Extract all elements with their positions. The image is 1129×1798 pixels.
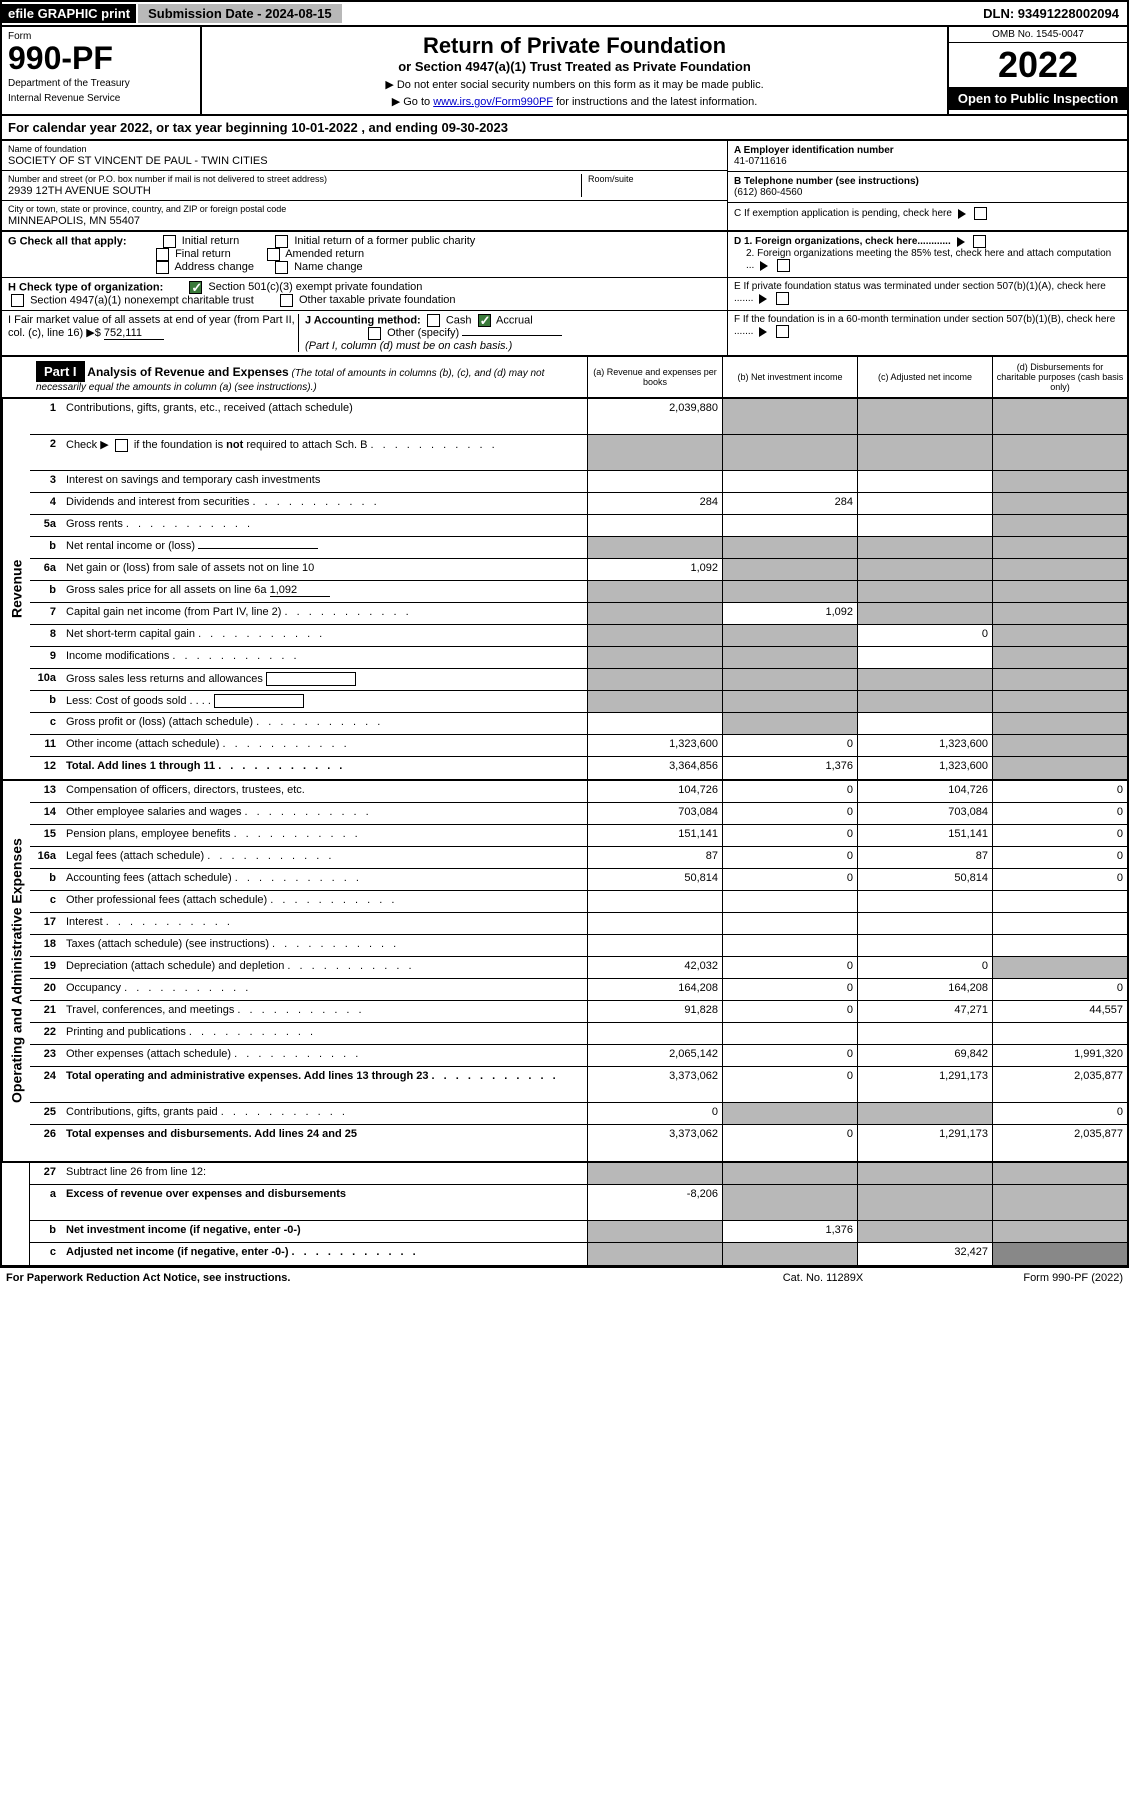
form-subtitle: or Section 4947(a)(1) Trust Treated as P… — [208, 59, 941, 74]
arrow-icon — [759, 327, 767, 337]
form-title: Return of Private Foundation — [208, 33, 941, 59]
checkbox-section: G Check all that apply: Initial return I… — [0, 232, 1129, 357]
info-block: Name of foundation SOCIETY OF ST VINCENT… — [0, 141, 1129, 232]
d1-label: D 1. Foreign organizations, check here..… — [734, 236, 951, 247]
revenue-section: Revenue 1Contributions, gifts, grants, e… — [0, 399, 1129, 781]
open-public: Open to Public Inspection — [949, 87, 1127, 110]
footer-cat: Cat. No. 11289X — [723, 1272, 923, 1284]
f-cb[interactable] — [776, 325, 789, 338]
tel-label: B Telephone number (see instructions) — [734, 176, 1121, 187]
submission-date: Submission Date - 2024-08-15 — [138, 4, 342, 23]
j-other-cb[interactable] — [368, 327, 381, 340]
room-label: Room/suite — [588, 174, 721, 184]
arrow-icon — [957, 237, 965, 247]
dept-treasury: Department of the Treasury — [8, 78, 194, 89]
i-value: 752,111 — [104, 327, 164, 340]
line27-section: 27Subtract line 26 from line 12: aExcess… — [0, 1163, 1129, 1267]
footer-left: For Paperwork Reduction Act Notice, see … — [6, 1272, 723, 1284]
final-return-cb[interactable] — [156, 248, 169, 261]
dln: DLN: 93491228002094 — [975, 4, 1127, 23]
street-address: 2939 12TH AVENUE SOUTH — [8, 185, 581, 197]
arrow-icon — [958, 209, 966, 219]
col-c-header: (c) Adjusted net income — [857, 357, 992, 397]
header-left: Form 990-PF Department of the Treasury I… — [2, 27, 202, 114]
j-note: (Part I, column (d) must be on cash basi… — [305, 340, 512, 352]
omb-number: OMB No. 1545-0047 — [949, 27, 1127, 43]
tax-year: 2022 — [949, 43, 1127, 87]
footer: For Paperwork Reduction Act Notice, see … — [0, 1267, 1129, 1288]
d2-cb[interactable] — [777, 259, 790, 272]
arrow-icon — [760, 261, 768, 271]
tel-value: (612) 860-4560 — [734, 187, 1121, 198]
addr-change-cb[interactable] — [156, 261, 169, 274]
ein-label: A Employer identification number — [734, 145, 1121, 156]
addr-label: Number and street (or P.O. box number if… — [8, 174, 581, 184]
c-label: C If exemption application is pending, c… — [734, 208, 952, 219]
j-label: J Accounting method: — [305, 314, 421, 326]
foundation-name: SOCIETY OF ST VINCENT DE PAUL - TWIN CIT… — [8, 155, 721, 167]
col-b-header: (b) Net investment income — [722, 357, 857, 397]
city-state-zip: MINNEAPOLIS, MN 55407 — [8, 215, 721, 227]
sch-b-cb[interactable] — [115, 439, 128, 452]
ein-value: 41-0711616 — [734, 156, 1121, 167]
part1-title: Analysis of Revenue and Expenses — [87, 365, 288, 379]
j-cash-cb[interactable] — [427, 314, 440, 327]
h-501c3-cb[interactable] — [189, 281, 202, 294]
dept-irs: Internal Revenue Service — [8, 93, 194, 104]
header-center: Return of Private Foundation or Section … — [202, 27, 947, 114]
j-accrual-cb[interactable] — [478, 314, 491, 327]
amended-cb[interactable] — [267, 248, 280, 261]
header-right: OMB No. 1545-0047 2022 Open to Public In… — [947, 27, 1127, 114]
efile-label: efile GRAPHIC print — [2, 4, 136, 23]
d2-label: 2. Foreign organizations meeting the 85%… — [746, 248, 1111, 271]
expenses-label: Operating and Administrative Expenses — [2, 781, 30, 1161]
c-checkbox[interactable] — [974, 207, 987, 220]
name-change-cb[interactable] — [275, 261, 288, 274]
initial-return-cb[interactable] — [163, 235, 176, 248]
arrow-icon — [759, 294, 767, 304]
h-4947-cb[interactable] — [11, 294, 24, 307]
form-header: Form 990-PF Department of the Treasury I… — [0, 27, 1129, 116]
note-link: ▶ Go to www.irs.gov/Form990PF for instru… — [208, 95, 941, 108]
e-cb[interactable] — [776, 292, 789, 305]
form-number: 990-PF — [8, 42, 194, 74]
g-label: G Check all that apply: — [8, 235, 127, 247]
calendar-year-row: For calendar year 2022, or tax year begi… — [0, 116, 1129, 141]
col-d-header: (d) Disbursements for charitable purpose… — [992, 357, 1127, 397]
e-label: E If private foundation status was termi… — [734, 281, 1106, 304]
footer-form: Form 990-PF (2022) — [923, 1272, 1123, 1284]
initial-former-cb[interactable] — [275, 235, 288, 248]
expenses-section: Operating and Administrative Expenses 13… — [0, 781, 1129, 1163]
col-a-header: (a) Revenue and expenses per books — [587, 357, 722, 397]
note-ssn: ▶ Do not enter social security numbers o… — [208, 78, 941, 91]
f-label: F If the foundation is in a 60-month ter… — [734, 314, 1115, 337]
part1-header-row: Part I Analysis of Revenue and Expenses … — [0, 357, 1129, 399]
revenue-label: Revenue — [2, 399, 30, 779]
city-label: City or town, state or province, country… — [8, 204, 721, 214]
top-bar: efile GRAPHIC print Submission Date - 20… — [0, 0, 1129, 27]
name-label: Name of foundation — [8, 144, 721, 154]
part1-label: Part I — [36, 361, 85, 382]
d1-cb[interactable] — [973, 235, 986, 248]
irs-link[interactable]: www.irs.gov/Form990PF — [433, 96, 553, 108]
h-label: H Check type of organization: — [8, 281, 163, 293]
h-other-cb[interactable] — [280, 294, 293, 307]
